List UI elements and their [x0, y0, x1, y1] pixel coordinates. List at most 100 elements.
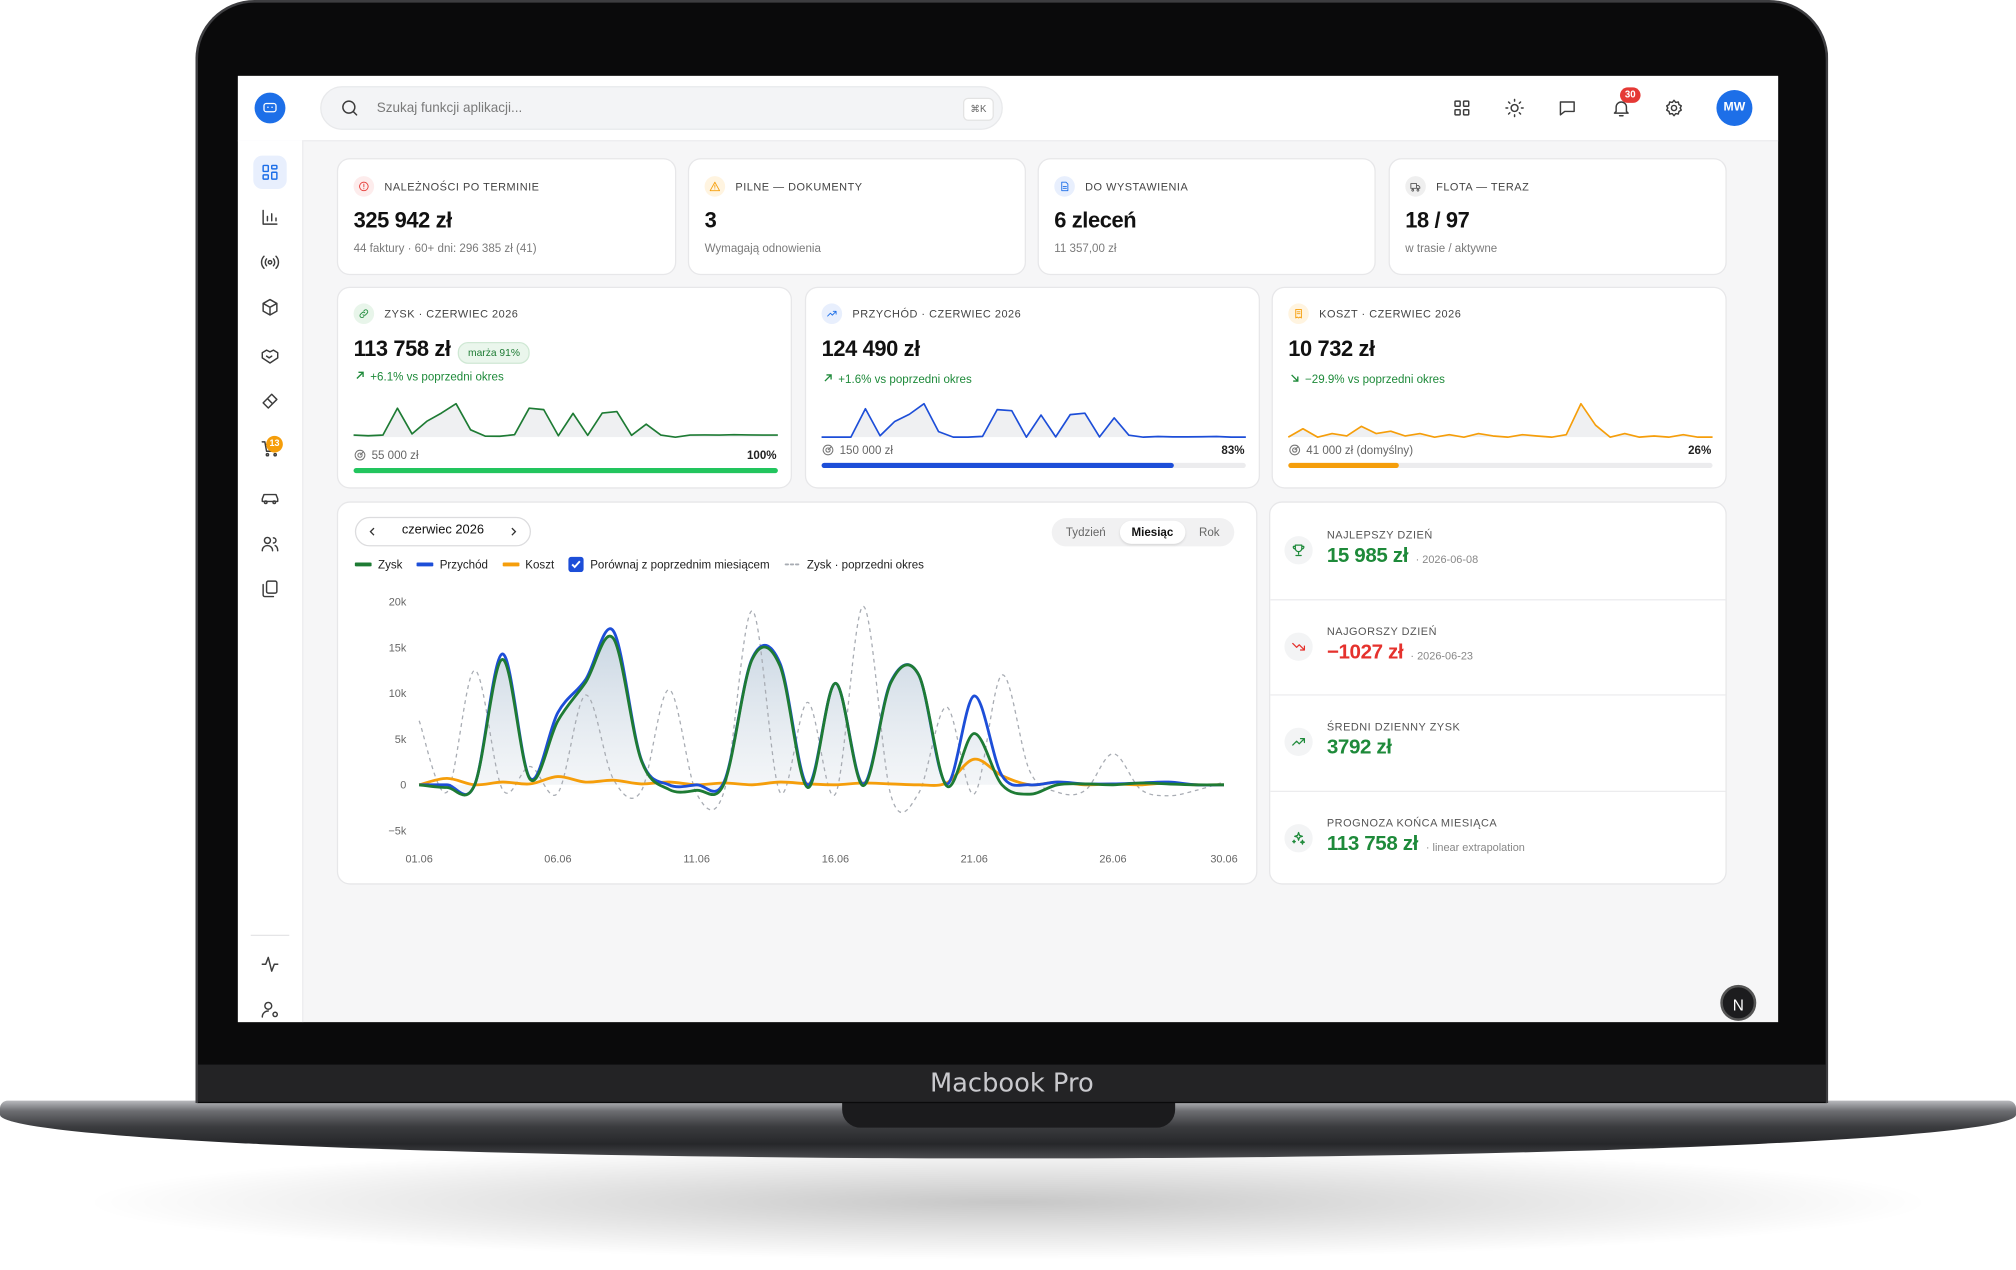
kpi-card: NALEŻNOŚCI PO TERMINIE 325 942 zł 44 faktu…	[336, 158, 677, 276]
target-icon-glyph	[354, 449, 366, 461]
kpi-value: 18 / 97	[1405, 208, 1470, 233]
stat-value: 113 758 zł	[1326, 832, 1418, 855]
metric-icon-bg	[821, 303, 843, 324]
stat-note: · 2026-06-08	[1415, 552, 1479, 566]
prev-period[interactable]	[365, 525, 379, 539]
legend-label: Zysk · poprzedni okres	[806, 558, 924, 571]
progress-label: 83%	[1221, 443, 1245, 457]
metric-value: 113 758 zł	[353, 336, 451, 362]
theme-icon[interactable]	[1504, 98, 1525, 119]
kpi-icon-glyph	[359, 181, 369, 192]
kpi-icon-glyph	[709, 181, 721, 192]
sparkline	[1287, 402, 1713, 438]
sparkline-area	[821, 403, 1246, 438]
stat-value: 3792 zł	[1326, 736, 1392, 759]
legend-item[interactable]: Zysk	[354, 558, 402, 571]
stat-icon	[1284, 823, 1313, 852]
metric-target: 41 000 zł (domyślny)	[1306, 443, 1414, 457]
kpi-sub: 11 357,00 zł	[1054, 241, 1117, 255]
stats-divider	[1270, 694, 1726, 696]
kpi-value: 325 942 zł	[353, 208, 453, 233]
kpi-icon-bg	[1405, 176, 1426, 197]
kpi-icon	[353, 176, 375, 197]
target-icon	[1289, 444, 1301, 456]
apps-icon[interactable]	[1452, 98, 1473, 119]
sparkline-line	[353, 402, 778, 438]
trend-arrow	[1291, 374, 1299, 382]
chart-card: czerwiec 2026 Tydzień Miesiąc Rok Zysk Przych…	[336, 501, 1258, 885]
search-box[interactable]: Szukaj funkcji aplikacji... ⌘K	[320, 86, 1003, 130]
app-logo[interactable]	[254, 92, 286, 124]
line-chart: −5k 0 5k 10k 15k 20k 01.06 06.06 11.06 16.06 21.06…	[388, 597, 1237, 866]
metric-label: ZYSK · CZERWIEC 2026	[384, 307, 519, 321]
nav-account[interactable]	[260, 999, 281, 1020]
metric-target: 55 000 zł	[371, 448, 419, 462]
metric-card: PRZYCHÓD · CZERWIEC 2026 124 490 zł +1.6% …	[804, 286, 1260, 489]
comparison-line	[418, 605, 1225, 813]
stat-icon-glyph	[1292, 544, 1305, 557]
nav-services[interactable]	[260, 391, 281, 412]
legend-item[interactable]: Przychód	[416, 558, 488, 571]
stats-divider	[1270, 598, 1726, 600]
metric-icon-glyph	[827, 310, 837, 317]
nav-dashboard[interactable]	[260, 162, 281, 183]
trend-arrow-glyph	[356, 371, 364, 379]
metric-change: +1.6% vs poprzedni okres	[838, 372, 972, 386]
avatar[interactable]: MW	[1716, 90, 1753, 126]
target-icon	[354, 449, 366, 461]
target-icon-glyph	[822, 444, 834, 456]
nav-users[interactable]	[260, 534, 281, 555]
y-tick-label: 15k	[389, 642, 407, 654]
laptop-notch	[842, 1100, 1176, 1128]
search-icon	[342, 100, 358, 116]
next-period[interactable]	[507, 525, 521, 539]
target-icon-glyph	[1289, 444, 1301, 456]
legend-label: Przychód	[439, 558, 488, 571]
stats-divider	[1270, 790, 1726, 792]
nav-products[interactable]	[260, 297, 281, 318]
stat-value: 15 985 zł	[1326, 545, 1409, 567]
chat-icon[interactable]	[1557, 98, 1578, 119]
metric-icon-glyph	[359, 309, 369, 318]
period-tabs: Tydzień Miesiąc Rok	[1051, 518, 1234, 547]
series-line	[418, 634, 1225, 797]
progress-bar	[1288, 462, 1399, 468]
logo-icon	[263, 102, 277, 113]
kpi-sub: Wymagają odnowienia	[704, 241, 821, 255]
period-tab[interactable]: Tydzień	[1065, 525, 1106, 539]
stat-icon-bg	[1284, 631, 1313, 661]
bell-icon[interactable]	[1611, 98, 1632, 119]
sparkline	[353, 402, 778, 438]
progress-track	[1288, 462, 1713, 468]
progress-bar	[821, 462, 1174, 468]
stat-icon	[1284, 727, 1313, 756]
top-bar: Szukaj funkcji aplikacji... ⌘K 30 MW	[237, 75, 1779, 142]
nav-tracking[interactable]	[260, 252, 281, 273]
compare-toggle[interactable]: Porównaj z poprzednim miesiącem	[568, 556, 770, 573]
nav-documents[interactable]	[260, 579, 281, 600]
kpi-card: PILNE — DOKUMENTY 3 Wymagają odnowienia	[687, 158, 1026, 276]
kpi-icon-glyph	[1061, 181, 1069, 192]
metric-value: 10 732 zł	[1288, 336, 1375, 362]
lid-chin	[198, 1064, 1826, 1102]
trend-arrow	[356, 371, 364, 379]
stat-icon-glyph	[1292, 831, 1306, 845]
settings-icon[interactable]	[1664, 98, 1685, 119]
stat-icon	[1284, 536, 1313, 565]
metric-card: KOSZT · CZERWIEC 2026 10 732 zł −29.9% vs …	[1271, 286, 1727, 489]
margin-badge: marża 91%	[457, 342, 531, 364]
nav-fleet[interactable]	[260, 489, 281, 510]
nav-reports[interactable]	[260, 207, 281, 228]
period-tab[interactable]: Rok	[1199, 525, 1220, 539]
dev-indicator[interactable]: N	[1720, 984, 1757, 1021]
period-tab[interactable]: Miesiąc	[1119, 520, 1185, 544]
sparkline-line	[1287, 402, 1713, 438]
nav-activity[interactable]	[260, 954, 281, 975]
metric-target: 150 000 zł	[839, 443, 893, 457]
kpi-value: 3	[704, 208, 717, 233]
legend-item[interactable]: Koszt	[502, 558, 554, 571]
metric-value: 124 490 zł	[821, 336, 921, 362]
nav-partners[interactable]	[260, 346, 281, 367]
legend-item[interactable]: Zysk · poprzedni okres	[784, 558, 924, 571]
